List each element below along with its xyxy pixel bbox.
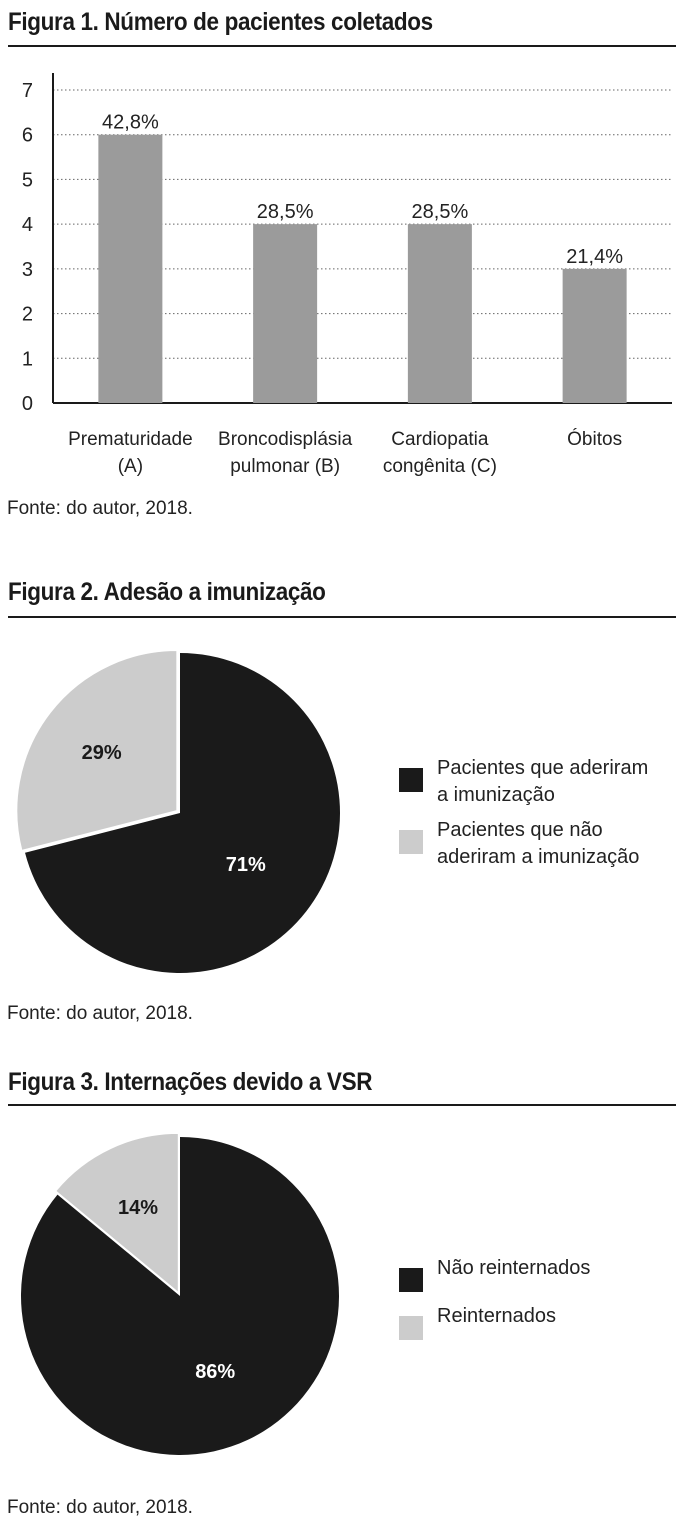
figure-1-source: Fonte: do autor, 2018. [7, 498, 193, 519]
bar-value-label: 21,4% [566, 246, 623, 268]
y-tick-label: 4 [22, 214, 33, 236]
legend-label: aderiram a imunização [437, 846, 639, 868]
figure-1-title: Figura 1. Número de pacientes coletados [8, 8, 433, 36]
figure-2-pie-chart: 71% 29% Pacientes que aderiram a imunização… [16, 650, 648, 973]
legend-label: Não reinternados [437, 1257, 590, 1279]
bar-value-label: 28,5% [412, 201, 469, 223]
x-category-label: Broncodisplásia [218, 429, 353, 450]
pie-slice-label: 71% [226, 854, 266, 876]
pie-slice-label: 86% [195, 1361, 235, 1383]
figure-3-pie-chart: 86% 14% Não reinternados Reinternados [20, 1132, 590, 1455]
legend-swatch [399, 768, 423, 792]
x-category-label: pulmonar (B) [230, 456, 340, 477]
legend-label: Pacientes que aderiram [437, 757, 648, 779]
y-tick-label: 6 [22, 125, 33, 147]
figure-2-source: Fonte: do autor, 2018. [7, 1003, 193, 1024]
pie-slice-dark [25, 653, 340, 973]
legend-swatch [399, 1316, 423, 1340]
bar [253, 224, 318, 403]
pie-slice-label: 29% [82, 742, 122, 764]
bar [98, 134, 163, 403]
y-tick-label: 1 [22, 348, 33, 370]
pie-slice-light [16, 650, 178, 851]
y-tick-label: 3 [22, 259, 33, 281]
pie-slice-label: 14% [118, 1197, 158, 1219]
figure-2-title-rule [8, 616, 676, 618]
x-category-label: Prematuridade [68, 429, 193, 450]
legend-label: a imunização [437, 784, 555, 806]
figure-2-title: Figura 2. Adesão a imunização [8, 578, 326, 606]
bar-value-label: 28,5% [257, 201, 314, 223]
y-tick-label: 7 [22, 80, 33, 102]
x-category-label: Óbitos [567, 428, 622, 450]
x-category-label: (A) [118, 456, 143, 477]
x-category-label: congênita (C) [383, 456, 497, 477]
figure-3-title-rule [8, 1104, 676, 1106]
y-tick-label: 2 [22, 304, 33, 326]
pie-slice-dark [20, 1137, 339, 1455]
figure-3-title: Figura 3. Internações devido a VSR [8, 1068, 373, 1096]
pie-slice-light [55, 1132, 179, 1294]
legend-swatch [399, 830, 423, 854]
bar [562, 268, 627, 403]
figure-1-bar-chart: 0 1 2 3 4 5 6 7 42,8% Prematuridade (A) 28,5% Bronco… [22, 73, 672, 477]
legend-label: Reinternados [437, 1305, 556, 1327]
y-tick-label: 5 [22, 169, 33, 191]
y-tick-label: 0 [22, 393, 33, 415]
bar-value-label: 42,8% [102, 112, 159, 134]
figure-1-title-rule [8, 45, 676, 47]
figure-3-source: Fonte: do autor, 2018. [7, 1497, 193, 1518]
x-category-label: Cardiopatia [391, 429, 489, 450]
legend-swatch [399, 1268, 423, 1292]
legend-label: Pacientes que não [437, 819, 603, 841]
bar [407, 224, 472, 403]
